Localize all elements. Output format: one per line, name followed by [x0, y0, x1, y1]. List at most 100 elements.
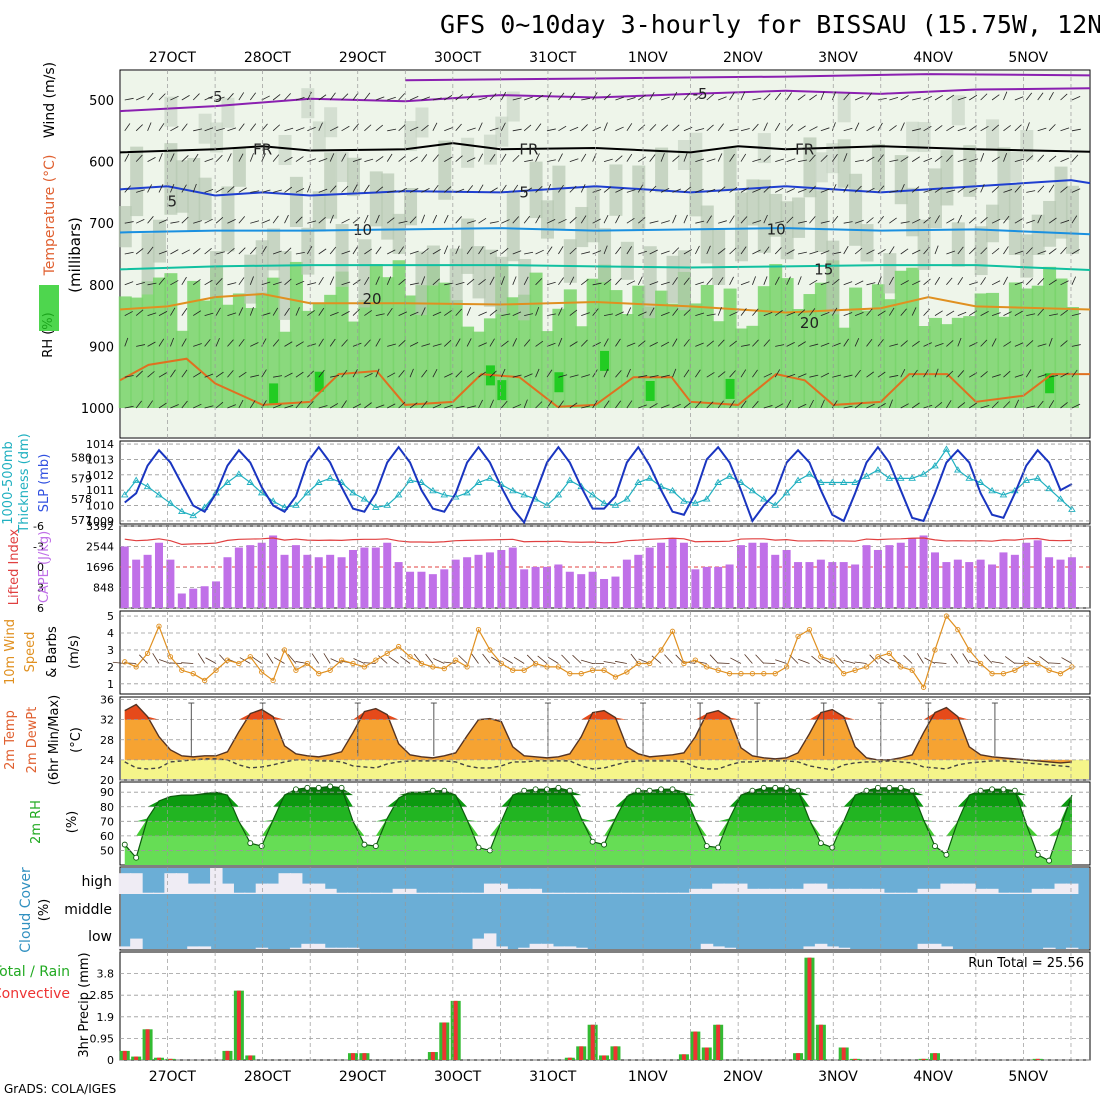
rh-gray-cell: [267, 228, 281, 271]
cape-bar: [965, 562, 974, 608]
wind-barb: [375, 214, 380, 224]
wind-barb: [421, 96, 431, 101]
wind-barb: [809, 343, 819, 347]
wind-barb: [1004, 656, 1016, 664]
cape-bar: [976, 559, 985, 608]
thickness-point: [349, 489, 357, 496]
wind-barb: [409, 342, 419, 347]
wind-speed-point: [236, 660, 242, 667]
cloud-high-bar: [187, 883, 200, 894]
rh-bright-cell: [600, 350, 610, 371]
wind-barb: [489, 309, 498, 316]
rh-area-fill: [124, 786, 1072, 822]
rh-green-cell: [723, 288, 737, 408]
wind-barb: [261, 312, 271, 316]
wind-barb: [786, 341, 795, 347]
wind-barb: [170, 307, 176, 316]
cloud-axis-label-a: Cloud Cover: [18, 867, 34, 953]
cape-bar: [805, 562, 814, 608]
wind-barb: [1048, 400, 1055, 409]
wind-barb: [755, 654, 765, 664]
wind-barb: [592, 189, 602, 193]
cape-bar: [736, 545, 745, 608]
rh-line: [124, 785, 1073, 862]
cape-bar: [885, 545, 894, 608]
wind-barb: [478, 153, 484, 162]
wind-barb: [752, 97, 762, 101]
wind-barb: [375, 404, 385, 409]
rh-point: [327, 783, 334, 790]
wind-barb: [512, 184, 519, 193]
cape-bar: [120, 546, 129, 608]
wind-barb: [991, 218, 1001, 224]
rh-point: [532, 786, 539, 793]
precip-convective-bar: [567, 1057, 572, 1060]
wind-speed-point: [487, 647, 493, 653]
wind-barb: [124, 375, 134, 378]
rh-green-cell: [529, 272, 543, 408]
cape-bar: [200, 586, 209, 608]
rh-green-cell: [586, 278, 600, 408]
rh-green-cell: [917, 326, 931, 408]
wind-barb: [352, 92, 359, 101]
wind-barb: [1025, 247, 1033, 255]
wind-barb: [638, 94, 646, 101]
wind-barb: [272, 154, 280, 162]
rh-green-cell: [324, 294, 338, 408]
cape-bar: [223, 557, 232, 608]
wind-barb: [916, 653, 924, 664]
cloud-low-bar: [289, 947, 303, 949]
wind-barb: [786, 249, 795, 255]
wind-barb: [980, 371, 988, 378]
wind-barb: [558, 246, 564, 255]
precip-convective-bar: [841, 1047, 846, 1060]
wind-barb: [983, 654, 993, 664]
rh-gray-cell: [643, 246, 657, 319]
wind-barb: [501, 219, 510, 224]
wind-barb: [341, 400, 347, 409]
wind-barb: [740, 246, 747, 255]
rh-green-cell: [734, 328, 748, 408]
wind-barb: [843, 153, 848, 162]
rh-green-cell: [780, 278, 794, 408]
wind-barb: [375, 276, 380, 285]
cape-bar: [657, 542, 666, 608]
wind-barb: [580, 184, 586, 193]
wind-speed-point: [818, 654, 824, 660]
wind-barb: [649, 92, 655, 101]
wind-barb: [181, 369, 188, 378]
panel-frame-wind: [119, 610, 1091, 695]
wind-barb: [820, 250, 830, 255]
wind-barb: [672, 247, 680, 255]
wind-barb: [375, 156, 384, 162]
wind-barb: [466, 93, 474, 101]
rh-gray-cell: [974, 226, 988, 276]
wind-barb: [295, 341, 304, 347]
wind-barb: [934, 310, 943, 316]
wind-barb: [147, 92, 154, 101]
wind-barb: [1003, 246, 1009, 255]
rh-gray-cell: [769, 193, 783, 237]
wind-barb: [170, 337, 174, 347]
wind-barb: [695, 312, 705, 316]
wind-barb: [295, 188, 305, 193]
rh-gray-cell: [346, 157, 360, 197]
wind-barb: [592, 282, 602, 286]
temp-axis-label-c: (6hr Min/Max): [47, 695, 62, 785]
wind-barb: [581, 374, 590, 378]
wind-barb: [330, 375, 340, 378]
wind-barb: [341, 125, 350, 132]
wind-barb: [1060, 309, 1068, 316]
precip-convective-bar: [796, 1053, 801, 1060]
thickness-point: [908, 474, 916, 481]
precip-convective-bar: [921, 1058, 926, 1060]
wind-barb: [786, 188, 795, 193]
precip-convective-bar: [134, 1056, 139, 1060]
wind-barb: [889, 375, 899, 378]
rh-green-cell: [860, 310, 874, 408]
wind-barb: [204, 312, 214, 316]
wind-barb: [250, 190, 260, 193]
rh-point: [1046, 857, 1053, 864]
thickness-point: [314, 478, 323, 485]
rh-green-cell: [757, 286, 771, 408]
